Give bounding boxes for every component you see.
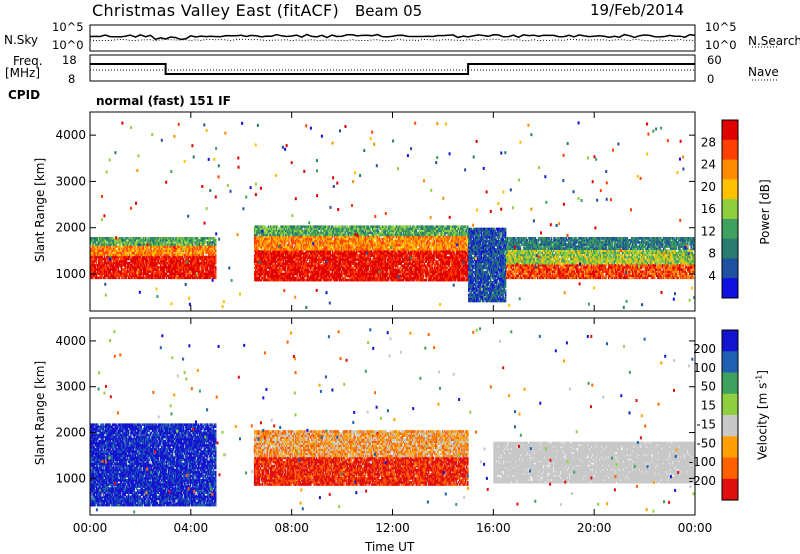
colorbar-tick-label: 28 <box>701 135 716 149</box>
colorbar-cell <box>722 415 738 437</box>
colorbar-cell <box>722 330 738 352</box>
colorbar-tick-label: 24 <box>701 158 716 172</box>
colorbar-cell <box>722 393 738 416</box>
colorbar-cell <box>722 351 738 374</box>
colorbar-cell <box>722 179 738 200</box>
colorbar-tick-label: 15 <box>701 399 716 413</box>
noise-tick-left-bottom: 10^0 <box>52 38 84 52</box>
colorbar-tick-label: 100 <box>693 361 716 375</box>
noise-tick-left-top: 10^5 <box>52 20 84 34</box>
nave-tick-top: 60 <box>707 53 722 67</box>
date-label: 19/Feb/2014 <box>590 1 684 19</box>
freq-label: Freq. <box>13 54 43 68</box>
colorbar-cell <box>722 199 738 220</box>
noise-tick-right-top: 10^5 <box>705 20 737 34</box>
xtick-label: 04:00 <box>174 521 209 535</box>
colorbar-frame <box>721 119 739 299</box>
colorbar-cell <box>722 478 738 501</box>
ytick-label: 1000 <box>55 267 86 281</box>
colorbar-cell <box>722 457 738 480</box>
ytick-label: 3000 <box>55 174 86 188</box>
xtick-label: 08:00 <box>274 521 309 535</box>
radar-title: Christmas Valley East (fitACF) <box>92 1 339 20</box>
colorbar-cell <box>722 159 738 180</box>
colorbar-tick-label: -15 <box>696 417 716 431</box>
xtick-label: 20:00 <box>577 521 612 535</box>
colorbar-cell <box>722 120 738 141</box>
nsky-line <box>89 33 696 41</box>
beam-label: Beam 05 <box>355 2 422 20</box>
ytick-label: 3000 <box>55 380 86 394</box>
freq-unit-label: [MHz] <box>5 66 40 80</box>
nave-label: Nave <box>748 65 779 79</box>
ytick-label: 4000 <box>55 334 86 348</box>
noise-tick-right-bottom: 10^0 <box>705 38 737 52</box>
xtick-label: 16:00 <box>476 521 511 535</box>
xtick-label: 00:00 <box>678 521 713 535</box>
freq-panel-frame <box>89 54 696 82</box>
noise-panel-frame <box>89 24 696 52</box>
colorbar-cell <box>722 218 738 240</box>
colorbar-tick-label: 50 <box>701 380 716 394</box>
power-heatmap <box>90 121 696 309</box>
cpid-value: normal (fast) 151 IF <box>96 94 231 108</box>
freq-line <box>90 63 695 75</box>
colorbar-cell <box>722 372 738 395</box>
colorbar-cell <box>722 278 738 299</box>
nsearch-line <box>89 38 696 42</box>
cpid-label: CPID <box>8 88 40 102</box>
colorbar-tick-label: -100 <box>689 455 716 469</box>
x-axis-label: Time UT <box>365 540 414 554</box>
nave-tick-bottom: 0 <box>707 72 714 86</box>
nsky-label: N.Sky <box>4 33 38 47</box>
colorbar-cell <box>722 258 738 279</box>
colorbar-tick-label: -200 <box>689 474 716 488</box>
colorbar-cell <box>722 436 738 459</box>
freq-tick-top: 18 <box>62 53 77 67</box>
colorbar-cell <box>722 139 738 161</box>
colorbar-tick-label: -50 <box>696 436 716 450</box>
colorbar-tick-label: 16 <box>701 202 716 216</box>
colorbar-tick-label: 200 <box>693 342 716 356</box>
ytick-label: 4000 <box>55 128 86 142</box>
xtick-label: 12:00 <box>375 521 410 535</box>
colorbar-cell <box>722 238 738 259</box>
ytick-label: 1000 <box>55 471 86 485</box>
colorbar-tick-label: 4 <box>708 269 716 283</box>
freq-tick-bottom: 8 <box>68 72 75 86</box>
colorbar-frame <box>721 329 739 501</box>
nsearch-label: N.Search <box>748 34 800 48</box>
ytick-label: 2000 <box>55 426 86 440</box>
ytick-label: 2000 <box>55 221 86 235</box>
colorbar-tick-label: 8 <box>708 247 716 261</box>
colorbar-tick-label: 12 <box>701 224 716 238</box>
colorbar-tick-label: 20 <box>701 180 716 194</box>
velocity-heatmap <box>90 327 696 514</box>
xtick-label: 00:00 <box>73 521 108 535</box>
